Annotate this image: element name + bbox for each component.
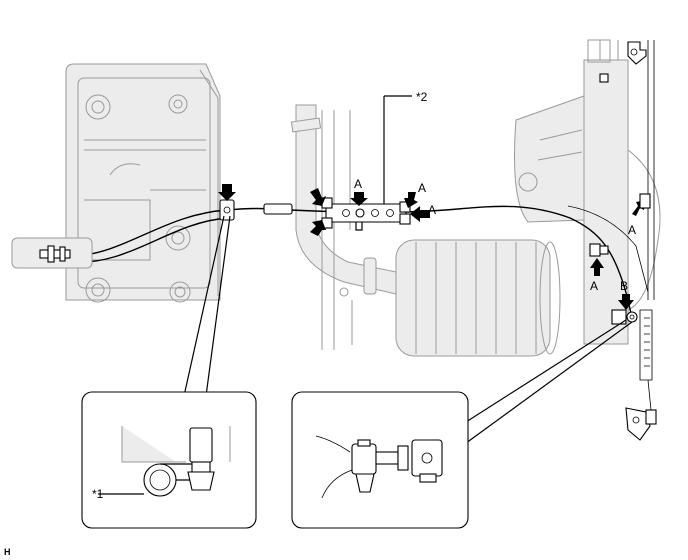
rear-suspension [514, 39, 661, 345]
callout-2-label: *2 [416, 90, 428, 104]
left-body-panel [65, 63, 221, 303]
point-b-label: B [620, 279, 628, 293]
callout-leaders [183, 215, 633, 447]
exhaust-pipe [290, 104, 397, 297]
detail-view-clamp-1 [81, 391, 257, 529]
callout-1-label: *1 [92, 487, 104, 501]
body-rails [321, 110, 353, 350]
cable-bracket [310, 95, 430, 236]
point-a-label-4: A [590, 279, 598, 293]
cable-clamp-left [218, 184, 236, 221]
point-a-label-2: A [418, 181, 426, 195]
point-a-label-1: A [354, 177, 362, 191]
cable-clamp-right [589, 193, 651, 276]
muffler [395, 239, 561, 357]
image-code: H [4, 547, 11, 557]
rear-brake-hardware [625, 41, 657, 441]
point-a-label-5: A [628, 223, 636, 237]
point-a-label-3: A [428, 203, 436, 217]
detail-view-clamp-2 [291, 391, 469, 529]
cable-front-end [11, 237, 93, 269]
